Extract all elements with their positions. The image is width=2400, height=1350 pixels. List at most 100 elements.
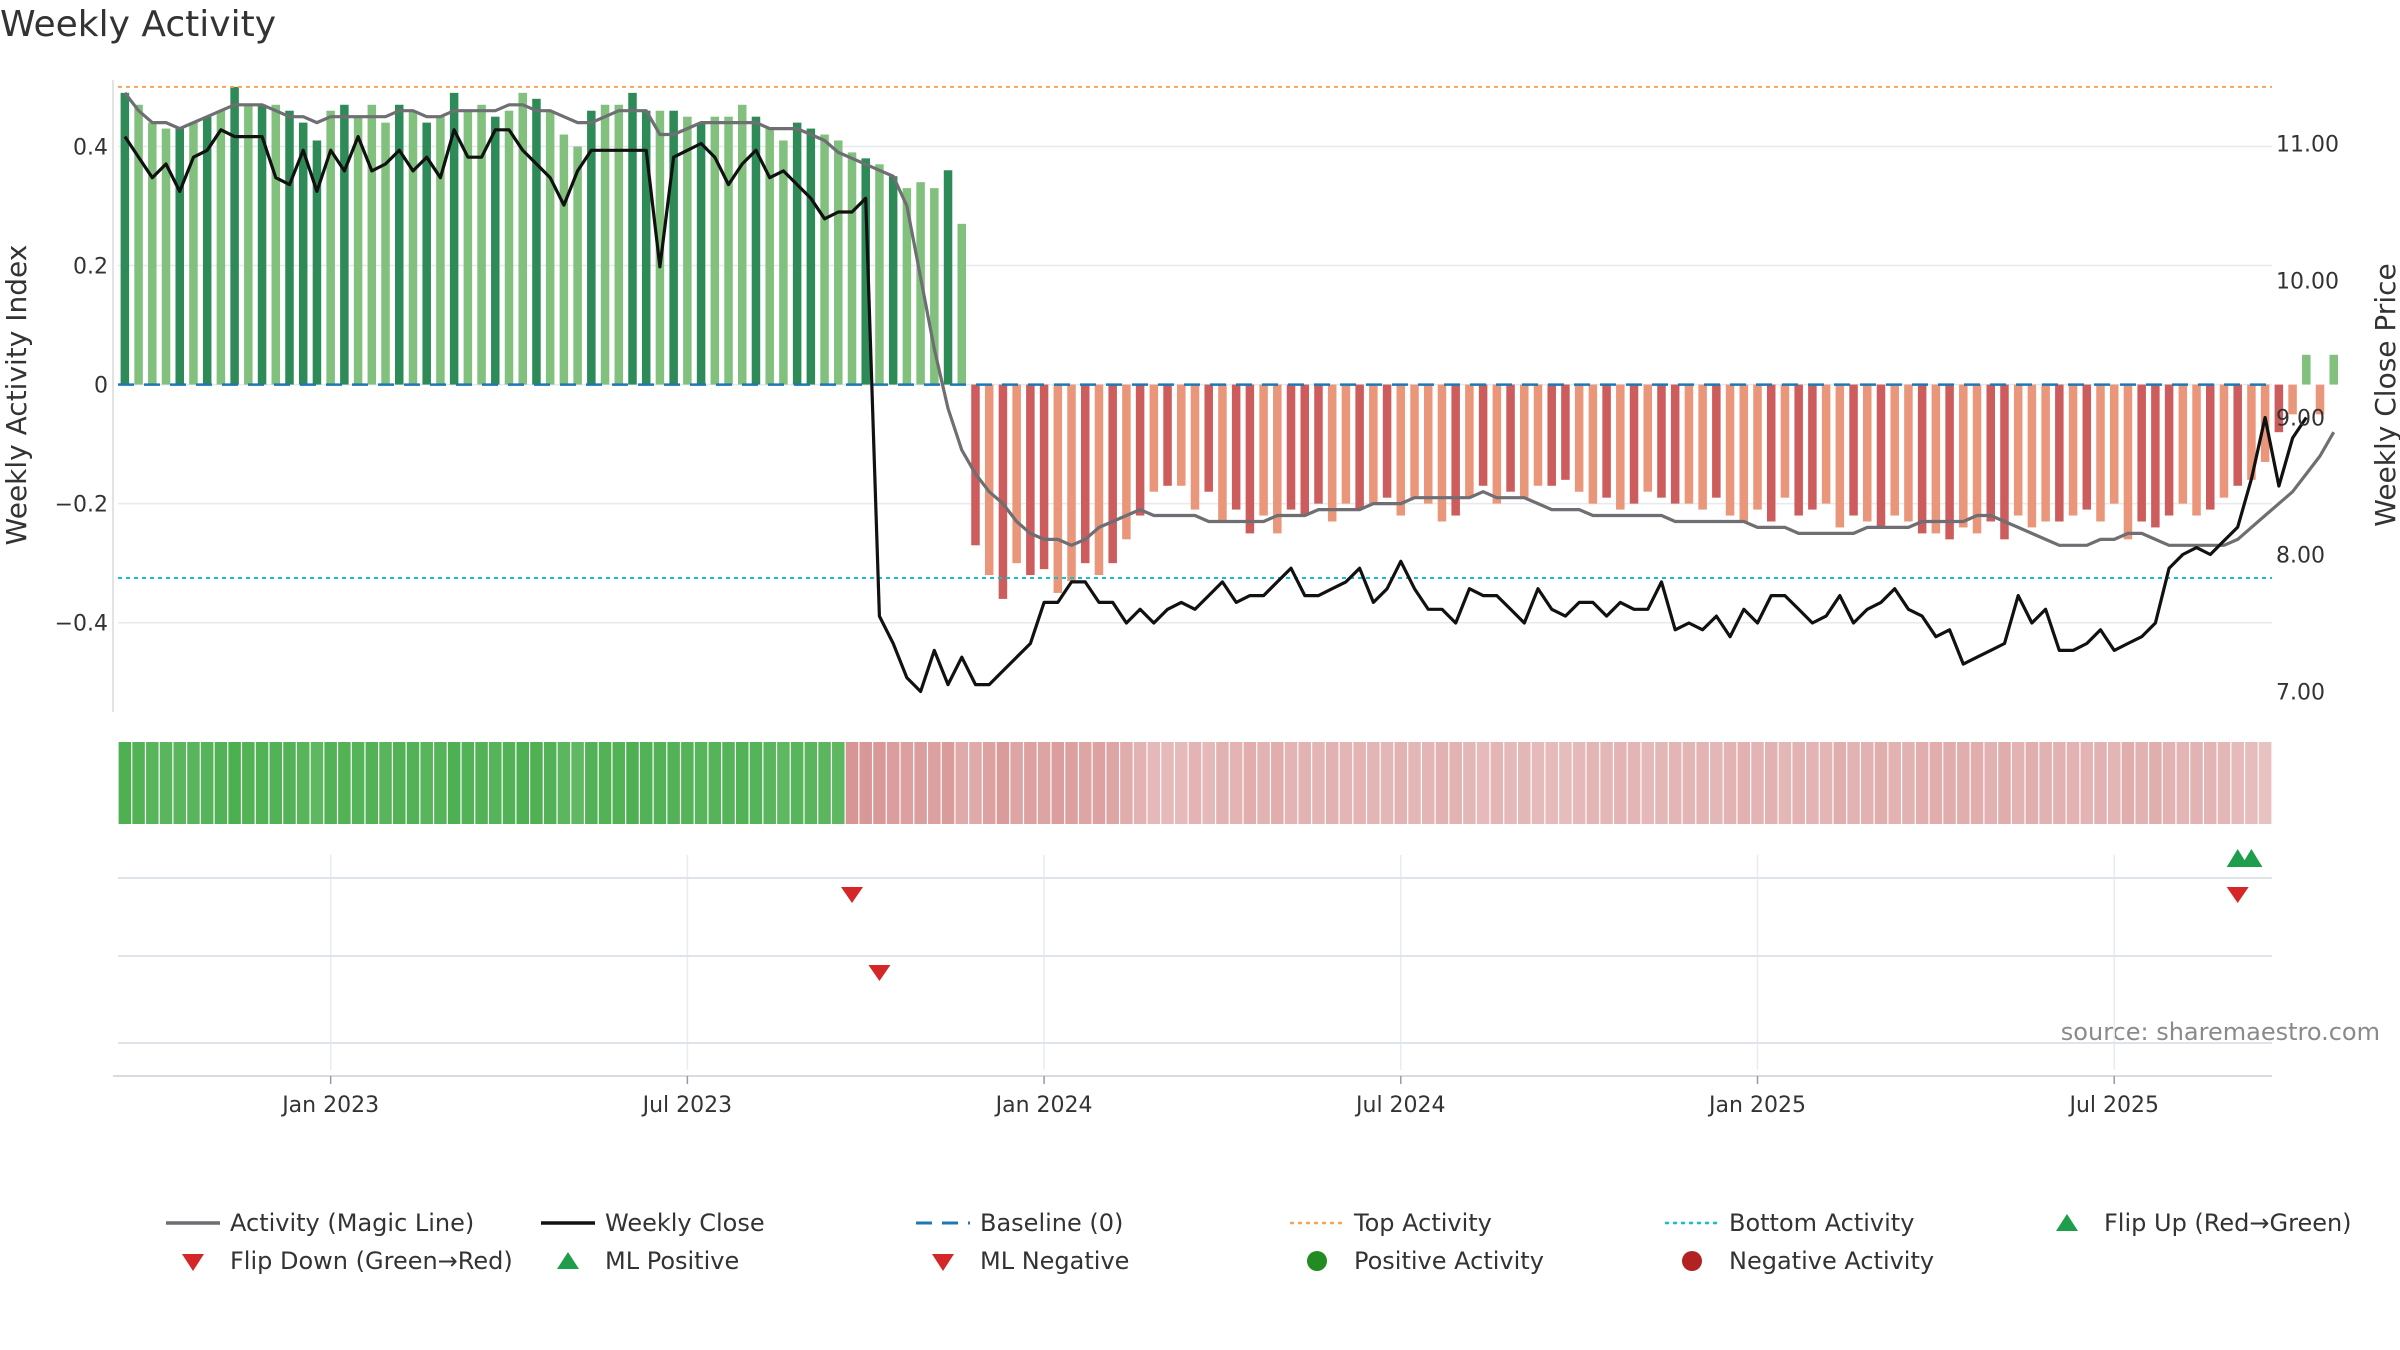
- strip-cell: [1476, 742, 1490, 824]
- strip-cell: [996, 742, 1010, 824]
- activity-bar: [148, 122, 157, 385]
- line-black-icon: [541, 1221, 595, 1225]
- activity-bar: [1821, 384, 1831, 504]
- activity-bar: [2274, 384, 2284, 433]
- strip-cell: [1998, 742, 2011, 824]
- strip-cell: [1161, 742, 1174, 824]
- activity-bar: [1808, 384, 1817, 510]
- legend-symbol: [2034, 1205, 2100, 1241]
- bars-layer: [120, 86, 2338, 599]
- activity-bar: [1094, 384, 1104, 576]
- strip-cell: [1435, 742, 1449, 824]
- strip-cell: [2217, 742, 2231, 824]
- activity-bar: [340, 104, 349, 385]
- strip-cell: [1984, 742, 1998, 824]
- strip-cell: [2245, 742, 2258, 824]
- strip-cell: [159, 742, 173, 824]
- strip-cell: [2094, 742, 2107, 824]
- strip-cell: [1092, 742, 1106, 824]
- strip-cell: [1065, 742, 1078, 824]
- strip-cell: [2204, 742, 2217, 824]
- strip-cell: [502, 742, 516, 824]
- activity-bar: [628, 92, 637, 385]
- strip-cell: [1339, 742, 1353, 824]
- strip-cell: [296, 742, 310, 824]
- activity-bar: [683, 116, 692, 385]
- activity-bar: [1698, 384, 1707, 510]
- activity-bar: [134, 104, 143, 385]
- dot-orange-icon: [1290, 1221, 1344, 1225]
- left-axis-label: Weekly Activity Index: [0, 245, 33, 546]
- activity-bar: [1067, 384, 1076, 582]
- strip-cell: [969, 742, 982, 824]
- activity-bar: [2013, 384, 2023, 516]
- flip-down-marker: [841, 887, 864, 903]
- activity-bar: [587, 110, 596, 385]
- strip-cell: [392, 742, 406, 824]
- strip-cell: [1078, 742, 1092, 824]
- strip-cell: [1133, 742, 1147, 824]
- strip-cell: [2121, 742, 2135, 824]
- activity-bar: [1122, 384, 1131, 540]
- strip-cell: [1312, 742, 1325, 824]
- activity-bar: [2096, 384, 2105, 522]
- strip-cell: [1806, 742, 1819, 824]
- legend-item: Flip Down (Green→Red): [160, 1243, 513, 1279]
- activity-bar: [1478, 384, 1488, 486]
- activity-bar: [1917, 384, 1927, 534]
- activity-bar: [641, 110, 651, 385]
- activity-bar: [559, 134, 569, 385]
- activity-bar: [1273, 384, 1282, 534]
- strip-cell: [1394, 742, 1408, 824]
- legend-item: Positive Activity: [1284, 1243, 1544, 1279]
- strip-cell: [1847, 742, 1860, 824]
- activity-bar: [1218, 384, 1227, 522]
- activity-bar: [1876, 384, 1886, 528]
- activity-bar: [189, 122, 198, 385]
- activity-bar: [710, 116, 720, 385]
- activity-bar: [1108, 384, 1117, 564]
- strip-cell: [1943, 742, 1956, 824]
- activity-bar: [998, 384, 1008, 599]
- activity-bar: [1849, 384, 1858, 516]
- activity-bar: [820, 134, 829, 385]
- activity-bar: [2247, 384, 2256, 480]
- activity-bar: [1904, 384, 1913, 522]
- activity-bar: [1231, 384, 1241, 510]
- signal-rows: [118, 849, 2272, 1044]
- activity-bar: [1753, 384, 1762, 510]
- activity-bar: [1643, 384, 1653, 492]
- magic-line: [123, 91, 2336, 547]
- strip-cell: [2258, 742, 2272, 824]
- activity-bar: [1410, 384, 1419, 498]
- strip-cell: [1380, 742, 1394, 824]
- activity-bar: [792, 122, 802, 385]
- strip-cell: [914, 742, 927, 824]
- activity-bar: [1863, 384, 1872, 522]
- legend-item: Activity (Magic Line): [160, 1205, 474, 1241]
- strip-cell: [873, 742, 886, 824]
- strip-cell: [1682, 742, 1696, 824]
- strip-cell: [1284, 742, 1298, 824]
- activity-bar: [1547, 384, 1556, 486]
- activity-bar: [1327, 384, 1337, 522]
- strip-cell: [1572, 742, 1586, 824]
- activity-bar: [1712, 384, 1721, 498]
- activity-bar: [1451, 384, 1460, 516]
- activity-bar: [518, 92, 527, 385]
- activity-bar: [2123, 384, 2133, 540]
- legend-symbol: [535, 1205, 601, 1241]
- activity-bar: [573, 146, 582, 385]
- activity-bar: [1986, 384, 1995, 522]
- strip-cell: [2039, 742, 2052, 824]
- activity-bar: [2082, 384, 2092, 510]
- strip-cell: [255, 742, 269, 824]
- activity-bar: [1396, 384, 1406, 516]
- legend-label: Baseline (0): [980, 1209, 1124, 1237]
- strip-cell: [530, 742, 543, 824]
- strip-cell: [1421, 742, 1435, 824]
- activity-bar: [1259, 384, 1268, 516]
- activity-bar: [1574, 384, 1584, 492]
- activity-bar: [1739, 384, 1749, 522]
- triangle-down-red-icon: [932, 1254, 954, 1271]
